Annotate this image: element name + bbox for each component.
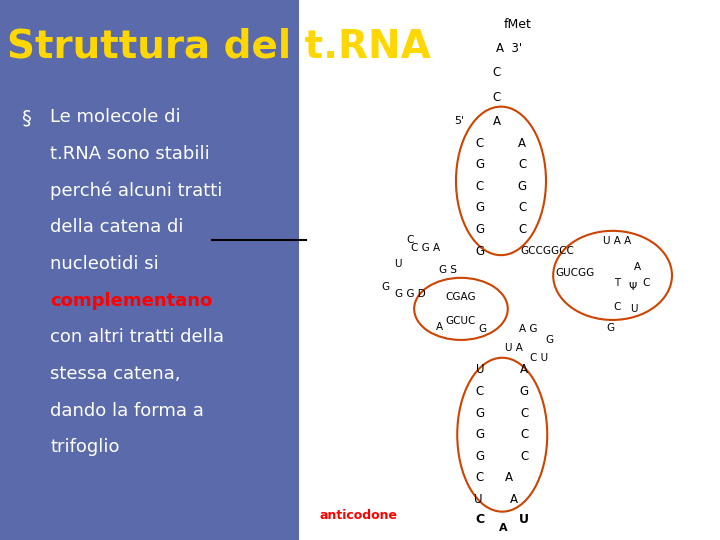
Text: U: U [630,305,637,314]
Text: GUCGG: GUCGG [555,268,594,278]
Text: C: C [407,235,414,245]
Text: C: C [518,201,526,214]
Text: nucleotidi si: nucleotidi si [50,255,159,273]
Text: C G A: C G A [410,244,440,253]
Text: C: C [476,137,484,150]
Text: 5': 5' [454,117,464,126]
Text: trifoglio: trifoglio [50,438,120,456]
Text: A: A [518,137,526,150]
Text: C: C [476,471,484,484]
Text: A: A [499,523,508,533]
Text: §: § [22,108,32,127]
Text: A: A [505,471,513,484]
Text: U: U [476,363,484,376]
Text: A: A [510,493,518,506]
Text: dando la forma a: dando la forma a [50,402,204,420]
Text: C: C [520,428,528,441]
Text: complementano: complementano [50,292,212,309]
FancyBboxPatch shape [0,0,299,540]
Text: U: U [519,513,529,526]
Text: U: U [474,493,482,506]
Text: C: C [492,66,501,79]
Text: GCCGGCC: GCCGGCC [521,246,575,256]
Text: fMet: fMet [504,18,532,31]
Text: GCUC: GCUC [446,316,476,326]
Text: A  3': A 3' [496,42,523,55]
Text: G: G [475,245,485,258]
Text: A: A [492,115,501,128]
FancyBboxPatch shape [299,0,720,540]
Text: G: G [545,335,554,345]
Text: perché alcuni tratti: perché alcuni tratti [50,181,222,200]
Text: G: G [475,201,485,214]
Text: T: T [614,279,620,288]
Text: C: C [518,158,526,171]
Text: C: C [476,385,484,398]
Text: G: G [606,323,615,333]
Text: stessa catena,: stessa catena, [50,365,181,383]
Text: G: G [475,223,485,236]
Text: G: G [475,450,485,463]
Text: A: A [520,363,528,376]
Text: C: C [492,91,501,104]
Text: G: G [475,407,485,420]
Text: U A A: U A A [603,237,631,246]
Text: C: C [613,302,621,312]
Text: G: G [520,385,528,398]
Text: con altri tratti della: con altri tratti della [50,328,225,346]
Text: C: C [643,279,650,288]
Text: C: C [476,180,484,193]
Text: G: G [475,428,485,441]
Text: C U: C U [530,353,548,363]
Text: t.RNA sono stabili: t.RNA sono stabili [50,145,210,163]
Text: A: A [634,262,642,272]
Text: Le molecole di: Le molecole di [50,108,181,126]
Text: C: C [518,223,526,236]
Text: G: G [475,158,485,171]
Text: U: U [394,259,402,268]
Text: C: C [475,513,485,526]
Text: G S: G S [439,265,457,275]
Text: G: G [518,180,526,193]
Text: G: G [478,325,486,334]
Text: CGAG: CGAG [446,292,476,302]
Text: Ψ: Ψ [629,282,637,292]
Text: della catena di: della catena di [50,218,184,236]
Text: G: G [381,282,390,292]
Text: anticodone: anticodone [320,509,398,522]
Text: A: A [436,322,444,332]
Text: U A: U A [505,343,523,353]
Text: G G D: G G D [395,289,426,299]
Text: C: C [520,407,528,420]
Text: C: C [520,450,528,463]
Text: A G: A G [519,325,538,334]
Text: Struttura del t.RNA: Struttura del t.RNA [7,27,431,65]
